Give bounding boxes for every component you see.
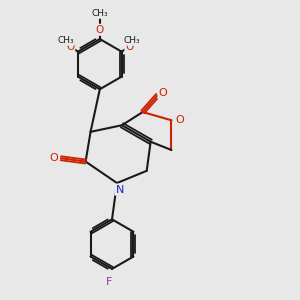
Text: O: O xyxy=(96,25,104,35)
Text: CH₃: CH₃ xyxy=(92,9,108,18)
Text: CH₃: CH₃ xyxy=(57,36,74,45)
Text: O: O xyxy=(175,115,184,124)
Text: N: N xyxy=(116,184,124,195)
Text: CH₃: CH₃ xyxy=(124,36,140,45)
Text: O: O xyxy=(125,42,134,52)
Text: O: O xyxy=(159,88,167,98)
Text: O: O xyxy=(66,42,74,52)
Text: O: O xyxy=(50,153,58,163)
Text: F: F xyxy=(106,277,112,287)
